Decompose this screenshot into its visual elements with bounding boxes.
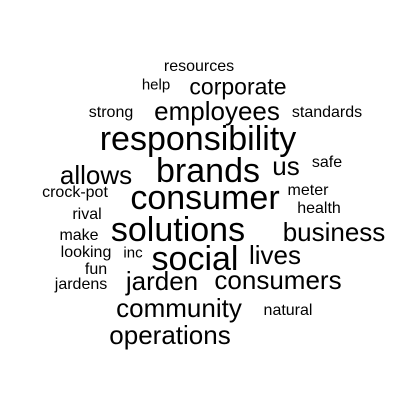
word-resources: resources: [163, 58, 235, 75]
word-make: make: [59, 227, 99, 244]
word-natural: natural: [263, 302, 313, 319]
word-health: health: [297, 200, 341, 217]
word-inc: inc: [123, 244, 143, 262]
word-fun: fun: [84, 261, 108, 278]
word-responsibility: responsibility: [99, 120, 297, 158]
word-brands: brands: [156, 152, 260, 190]
word-operations: operations: [109, 320, 231, 350]
word-jardens: jardens: [54, 276, 108, 293]
word-business: business: [282, 217, 386, 247]
word-lives: lives: [248, 240, 302, 270]
word-safe: safe: [311, 154, 343, 171]
word-looking: looking: [60, 244, 112, 261]
word-jarden: jarden: [125, 266, 199, 296]
word-us: us: [272, 151, 300, 181]
word-help: help: [141, 76, 171, 94]
word-crock-pot: crock-pot: [42, 184, 108, 201]
word-strong: strong: [88, 104, 134, 121]
word-allows: allows: [59, 160, 133, 190]
word-community: community: [116, 293, 242, 323]
word-rival: rival: [72, 206, 102, 223]
word-consumers: consumers: [214, 265, 342, 295]
word-standards: standards: [291, 104, 363, 121]
word-corporate: corporate: [189, 73, 287, 100]
word-solutions: solutions: [110, 211, 246, 249]
word-employees: employees: [154, 96, 280, 126]
word-consumer: consumer: [130, 179, 280, 217]
word-social: social: [151, 240, 239, 278]
word-meter: meter: [287, 182, 329, 199]
